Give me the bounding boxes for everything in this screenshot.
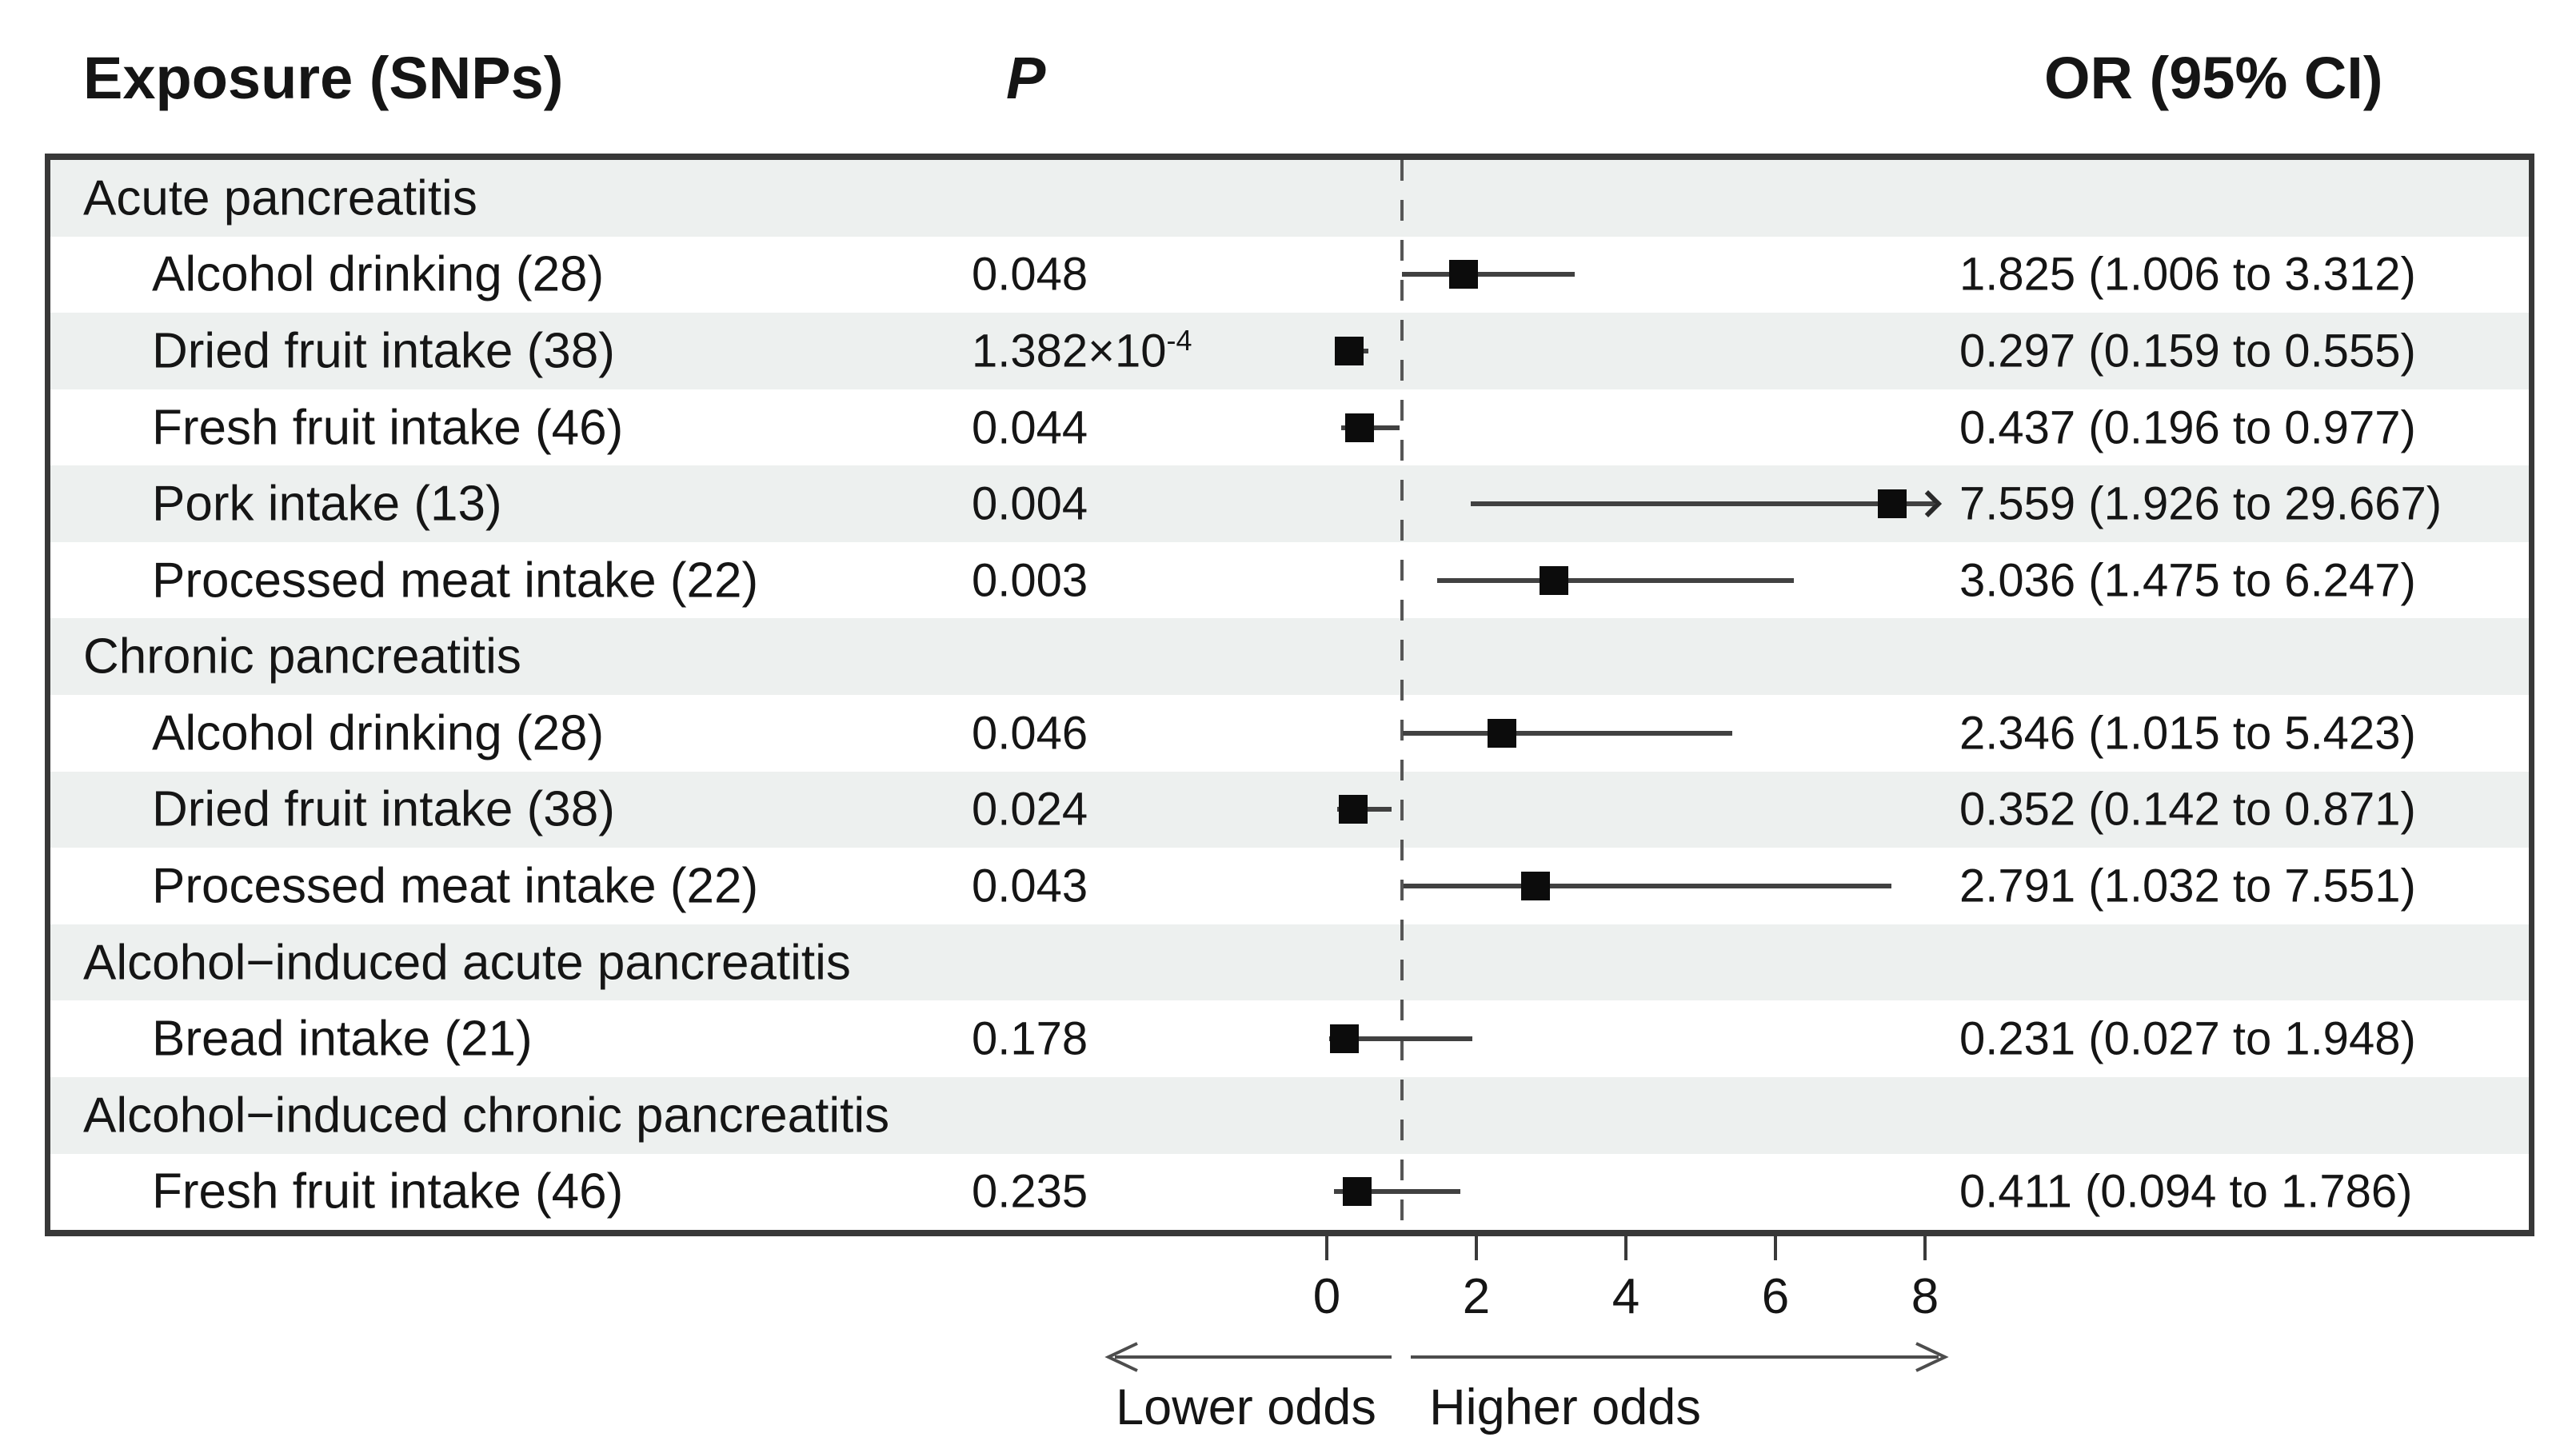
- ci-line: [1404, 883, 1891, 888]
- ci-line: [1333, 1189, 1460, 1195]
- lower-odds-label: Lower odds: [1116, 1379, 1376, 1435]
- group-label: Alcohol−induced acute pancreatitis: [83, 935, 851, 991]
- axis-tick-label: 6: [1761, 1269, 1790, 1324]
- or-ci-value: 0.437 (0.196 to 0.977): [1959, 401, 2416, 454]
- ci-line: [1471, 501, 1935, 507]
- table-row: Bread intake (21) 0.178 0.231 (0.027 to …: [50, 1000, 2529, 1077]
- axis-tick-8: [1923, 1236, 1927, 1260]
- lower-odds-arrow-icon: [1104, 1342, 1392, 1372]
- or-point-marker: [1520, 871, 1550, 900]
- exposure-label: Bread intake (21): [152, 1011, 533, 1067]
- exposure-label: Fresh fruit intake (46): [152, 1164, 624, 1219]
- p-value: 0.003: [972, 554, 1088, 607]
- or-ci-value: 0.352 (0.142 to 0.871): [1959, 783, 2416, 836]
- p-value: 0.235: [972, 1165, 1088, 1218]
- table-row: Fresh fruit intake (46) 0.235 0.411 (0.0…: [50, 1153, 2529, 1231]
- table-row: Fresh fruit intake (46) 0.044 0.437 (0.1…: [50, 389, 2529, 466]
- axis-tick-4: [1624, 1236, 1627, 1260]
- p-value: 0.046: [972, 707, 1088, 760]
- axis-tick-label: 2: [1462, 1269, 1491, 1324]
- p-value: 0.043: [972, 860, 1088, 912]
- p-value: 0.048: [972, 248, 1088, 301]
- group-label: Alcohol−induced chronic pancreatitis: [83, 1088, 890, 1144]
- reference-line-or-1: [1400, 160, 1404, 1230]
- p-value: 1.382×10-4: [972, 324, 1192, 377]
- ci-line: [1402, 272, 1575, 277]
- or-ci-value: 7.559 (1.926 to 29.667): [1959, 477, 2442, 530]
- table-row: Dried fruit intake (38) 1.382×10-4 0.297…: [50, 313, 2529, 389]
- exposure-label: Dried fruit intake (38): [152, 781, 615, 837]
- or-point-marker: [1329, 1024, 1359, 1054]
- axis-tick-label: 8: [1911, 1269, 1939, 1324]
- or-ci-value: 2.791 (1.032 to 7.551): [1959, 860, 2416, 912]
- group-label: Chronic pancreatitis: [83, 629, 521, 685]
- exposure-label: Alcohol drinking (28): [152, 246, 605, 302]
- or-point-marker: [1448, 260, 1478, 289]
- table-row: Pork intake (13) 0.004 7.559 (1.926 to 2…: [50, 465, 2529, 542]
- or-ci-value: 3.036 (1.475 to 6.247): [1959, 554, 2416, 607]
- p-value: 0.178: [972, 1012, 1088, 1065]
- table-row-group: Alcohol−induced acute pancreatitis: [50, 924, 2529, 1001]
- or-ci-value: 2.346 (1.015 to 5.423): [1959, 707, 2416, 760]
- exposure-label: Alcohol drinking (28): [152, 705, 605, 761]
- table-row: Alcohol drinking (28) 0.046 2.346 (1.015…: [50, 695, 2529, 772]
- or-column-header: OR (95% CI): [2044, 45, 2383, 111]
- table-row: Dried fruit intake (38) 0.024 0.352 (0.1…: [50, 771, 2529, 848]
- or-point-marker: [1344, 413, 1374, 442]
- higher-odds-label: Higher odds: [1429, 1379, 1701, 1435]
- table-row: Processed meat intake (22) 0.003 3.036 (…: [50, 541, 2529, 619]
- or-ci-value: 1.825 (1.006 to 3.312): [1959, 248, 2416, 301]
- ci-clipped-arrow-icon: [1915, 490, 1943, 518]
- or-point-marker: [1334, 336, 1364, 365]
- axis-tick-label: 4: [1611, 1269, 1640, 1324]
- axis-tick-label: 0: [1312, 1269, 1341, 1324]
- exposure-label: Processed meat intake (22): [152, 858, 759, 914]
- table-row-group: Alcohol−induced chronic pancreatitis: [50, 1076, 2529, 1154]
- forest-table: Acute pancreatitis Alcohol drinking (28)…: [45, 154, 2534, 1236]
- p-value: 0.024: [972, 783, 1088, 836]
- or-point-marker: [1488, 718, 1517, 748]
- higher-odds-arrow-icon: [1411, 1342, 1949, 1372]
- p-value: 0.004: [972, 477, 1088, 530]
- exposure-column-header: Exposure (SNPs): [83, 45, 564, 111]
- exposure-label: Processed meat intake (22): [152, 553, 759, 609]
- ci-line: [1328, 1036, 1473, 1042]
- table-row-group: Acute pancreatitis: [50, 160, 2529, 237]
- exposure-label: Fresh fruit intake (46): [152, 400, 624, 456]
- or-point-marker: [1343, 1177, 1372, 1207]
- or-point-marker: [1539, 565, 1568, 595]
- p-exponent: -4: [1166, 324, 1192, 357]
- table-row-group: Chronic pancreatitis: [50, 618, 2529, 696]
- table-row: Processed meat intake (22) 0.043 2.791 (…: [50, 848, 2529, 924]
- p-value: 0.044: [972, 401, 1088, 454]
- p-column-header: P: [1006, 45, 1046, 111]
- or-ci-value: 0.411 (0.094 to 1.786): [1959, 1165, 2413, 1218]
- or-point-marker: [1338, 795, 1368, 824]
- or-ci-value: 0.231 (0.027 to 1.948): [1959, 1012, 2416, 1065]
- axis-tick-6: [1774, 1236, 1777, 1260]
- or-point-marker: [1877, 489, 1907, 519]
- table-row: Alcohol drinking (28) 0.048 1.825 (1.006…: [50, 236, 2529, 313]
- group-label: Acute pancreatitis: [83, 170, 477, 226]
- exposure-label: Pork intake (13): [152, 476, 502, 532]
- or-ci-value: 0.297 (0.159 to 0.555): [1959, 325, 2416, 377]
- exposure-label: Dried fruit intake (38): [152, 323, 615, 379]
- axis-tick-0: [1325, 1236, 1328, 1260]
- axis-tick-2: [1475, 1236, 1478, 1260]
- ci-line: [1436, 577, 1795, 583]
- ci-line: [1402, 730, 1733, 736]
